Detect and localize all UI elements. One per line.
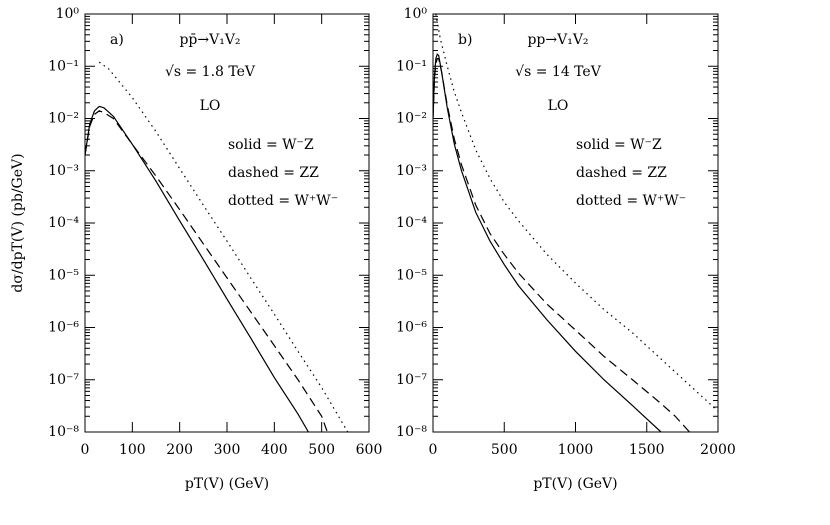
x-tick-label: 500	[491, 442, 518, 458]
order: LO	[548, 98, 569, 114]
panel-label: a)	[110, 32, 124, 48]
x-tick-label: 500	[308, 442, 335, 458]
y-tick-label: 10⁻⁷	[396, 372, 427, 388]
y-tick-label: 10⁻³	[48, 163, 79, 179]
panel-label: b)	[458, 32, 472, 48]
x-tick-label: 200	[166, 442, 193, 458]
x-axis-label: pT(V) (GeV)	[185, 476, 269, 492]
y-tick-label: 10⁻²	[396, 111, 427, 127]
process: pp̄→V₁V₂	[179, 32, 240, 48]
x-axis-label: pT(V) (GeV)	[533, 476, 617, 492]
series-line	[85, 110, 328, 432]
x-tick-label: 600	[356, 442, 383, 458]
y-tick-label: 10⁻⁴	[48, 215, 79, 231]
y-tick-label: 10⁻⁴	[396, 215, 427, 231]
series-line	[85, 105, 309, 432]
y-tick-label: 10⁻⁸	[396, 424, 427, 440]
series-line	[433, 53, 662, 432]
y-tick-label: 10⁻¹	[396, 58, 427, 74]
y-tick-label: 10⁻⁷	[48, 372, 79, 388]
legend-entry: dashed = ZZ	[228, 165, 319, 181]
y-axis-label: dσ/dpT(V) (pb/GeV)	[10, 153, 26, 292]
series-line	[98, 61, 349, 432]
legend-entry: solid = W⁻Z	[228, 137, 314, 153]
series-line	[435, 14, 718, 412]
x-tick-label: 100	[119, 442, 146, 458]
energy: √s = 14 TeV	[515, 64, 602, 80]
legend-entry: dotted = W⁺W⁻	[576, 193, 686, 209]
process: pp→V₁V₂	[527, 32, 588, 48]
y-tick-label: 10⁰	[404, 6, 428, 22]
y-tick-label: 10⁻³	[396, 163, 427, 179]
y-tick-label: 10⁻⁸	[48, 424, 79, 440]
y-tick-label: 10⁻⁵	[396, 267, 427, 283]
series-line	[433, 58, 690, 432]
y-tick-label: 10⁰	[56, 6, 80, 22]
x-tick-label: 2000	[700, 442, 736, 458]
x-tick-label: 1000	[558, 442, 594, 458]
y-tick-label: 10⁻⁶	[48, 320, 79, 336]
x-tick-label: 400	[261, 442, 288, 458]
y-tick-label: 10⁻⁵	[48, 267, 79, 283]
y-tick-label: 10⁻²	[48, 111, 79, 127]
x-tick-label: 0	[81, 442, 90, 458]
legend-entry: dashed = ZZ	[576, 165, 667, 181]
legend-entry: solid = W⁻Z	[576, 137, 662, 153]
x-tick-label: 300	[214, 442, 241, 458]
order: LO	[200, 98, 221, 114]
legend-entry: dotted = W⁺W⁻	[228, 193, 338, 209]
energy: √s = 1.8 TeV	[165, 64, 256, 80]
x-tick-label: 0	[429, 442, 438, 458]
y-tick-label: 10⁻⁶	[396, 320, 427, 336]
y-tick-label: 10⁻¹	[48, 58, 79, 74]
x-tick-label: 1500	[629, 442, 665, 458]
